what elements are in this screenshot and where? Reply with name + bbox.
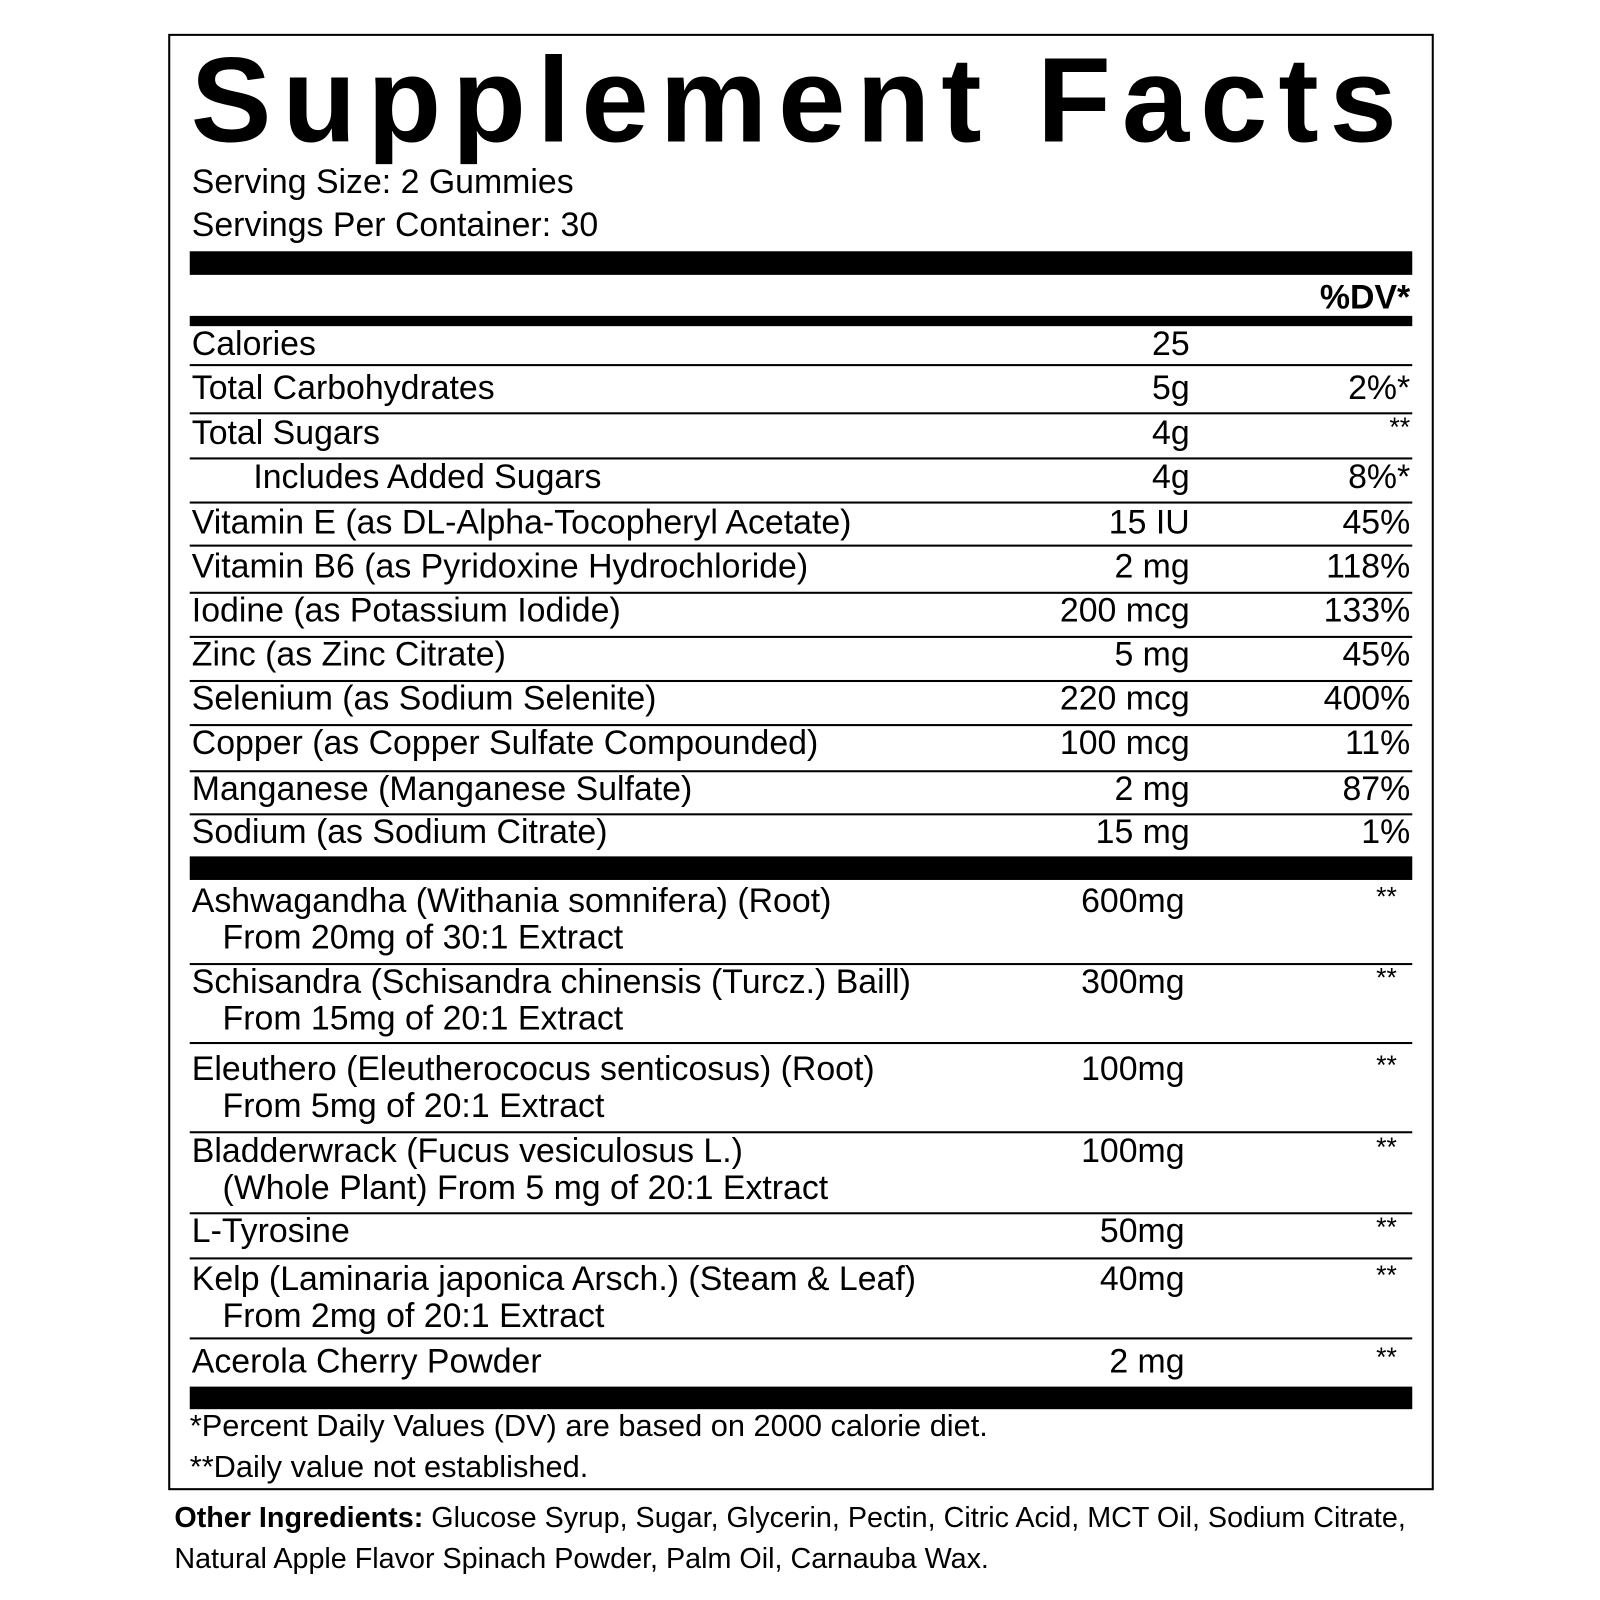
thick-bar: [189, 1386, 1413, 1410]
other-ingredients: Other Ingredients: Glucose Syrup, Sugar,…: [174, 1497, 1435, 1579]
nutrient-amount: 2 mg: [1114, 769, 1190, 808]
nutrient-dv: **: [1389, 411, 1411, 443]
row-rule: [189, 1212, 1413, 1215]
nutrient-amount: 4g: [1152, 413, 1190, 452]
botanical-amount: 2 mg: [1109, 1341, 1185, 1380]
row-rule: [189, 724, 1413, 727]
row-rule: [189, 412, 1413, 415]
row-rule: [189, 770, 1413, 773]
nutrient-dv: 8%*: [1348, 457, 1411, 496]
botanical-name: Ashwagandha (Withania somnifera) (Root): [191, 880, 832, 919]
row-rule: [189, 591, 1413, 594]
botanical-dv: **: [1376, 1049, 1397, 1080]
nutrient-dv: 1%: [1361, 812, 1411, 851]
nutrient-dv: 400%: [1323, 678, 1411, 717]
thick-bar: [189, 251, 1413, 275]
thick-bar: [189, 315, 1413, 327]
botanical-detail: From 2mg of 20:1 Extract: [222, 1296, 605, 1335]
nutrient-dv: 118%: [1326, 546, 1411, 585]
botanical-name: Acerola Cherry Powder: [191, 1341, 542, 1380]
nutrient-dv: 133%: [1323, 590, 1411, 629]
row-rule: [189, 679, 1413, 683]
nutrient-name: Manganese (Manganese Sulfate): [191, 769, 693, 808]
botanical-amount: 100mg: [1081, 1131, 1185, 1170]
botanical-name: L-Tyrosine: [191, 1211, 350, 1250]
footnote: *Percent Daily Values (DV) are based on …: [189, 1409, 988, 1444]
nutrient-amount: 5 mg: [1114, 634, 1190, 673]
nutrient-name: Zinc (as Zinc Citrate): [191, 634, 506, 673]
nutrient-name: Copper (as Copper Sulfate Compounded): [191, 723, 819, 761]
thick-bar: [189, 856, 1413, 880]
botanical-name: Bladderwrack (Fucus vesiculosus L.): [191, 1131, 743, 1170]
serving-size: Serving Size: 2 Gummies: [191, 162, 574, 200]
row-rule: [189, 635, 1413, 638]
nutrient-amount: 100 mcg: [1059, 723, 1190, 761]
other-ingredients-text: Glucose Syrup, Sugar, Glycerin, Pectin, …: [174, 1501, 1406, 1575]
row-rule: [189, 1131, 1413, 1134]
nutrient-amount: 2 mg: [1114, 546, 1190, 585]
row-rule: [189, 1257, 1413, 1260]
botanical-dv: **: [1376, 1341, 1397, 1373]
row-rule: [189, 813, 1413, 816]
botanical-detail: From 15mg of 20:1 Extract: [222, 998, 624, 1037]
row-rule: [189, 963, 1413, 966]
botanical-detail: From 20mg of 30:1 Extract: [222, 917, 624, 956]
botanical-amount: 50mg: [1099, 1211, 1185, 1250]
botanical-dv: **: [1376, 1211, 1397, 1243]
row-rule: [189, 501, 1413, 504]
title: Supplement Facts: [191, 41, 1397, 164]
nutrient-amount: 220 mcg: [1059, 678, 1190, 717]
nutrient-amount: 15 IU: [1108, 502, 1190, 541]
botanical-amount: 100mg: [1081, 1049, 1185, 1088]
nutrient-amount: 4g: [1152, 457, 1190, 496]
dv-header: %DV*: [1319, 277, 1411, 316]
nutrient-amount: 15 mg: [1095, 812, 1190, 851]
botanical-dv: **: [1376, 1259, 1397, 1291]
nutrient-name: Includes Added Sugars: [253, 457, 602, 496]
nutrient-name: Total Carbohydrates: [191, 368, 495, 407]
nutrient-dv: 11%: [1344, 723, 1411, 761]
nutrient-dv: 45%: [1342, 634, 1411, 673]
botanical-detail: (Whole Plant) From 5 mg of 20:1 Extract: [222, 1168, 829, 1207]
nutrient-name: Iodine (as Potassium Iodide): [191, 590, 621, 629]
row-rule: [189, 1042, 1413, 1045]
nutrient-amount: 25: [1152, 324, 1190, 363]
botanical-dv: **: [1376, 1131, 1397, 1163]
botanical-name: Kelp (Laminaria japonica Arsch.) (Steam …: [191, 1259, 917, 1298]
nutrient-dv: 45%: [1342, 502, 1411, 541]
botanical-amount: 40mg: [1099, 1259, 1185, 1298]
botanical-name: Schisandra (Schisandra chinensis (Turcz.…: [191, 962, 911, 1000]
row-rule: [189, 544, 1413, 547]
nutrient-dv: 87%: [1342, 769, 1411, 808]
row-rule: [189, 457, 1413, 460]
nutrient-name: Calories: [191, 324, 316, 363]
nutrient-name: Sodium (as Sodium Citrate): [191, 812, 608, 851]
nutrient-name: Vitamin B6 (as Pyridoxine Hydrochloride): [191, 546, 809, 585]
botanical-name: Eleuthero (Eleutherococus senticosus) (R…: [191, 1049, 875, 1088]
botanical-amount: 300mg: [1081, 962, 1185, 1000]
botanical-detail: From 5mg of 20:1 Extract: [222, 1086, 605, 1125]
nutrient-name: Selenium (as Sodium Selenite): [191, 678, 657, 717]
nutrient-amount: 200 mcg: [1059, 590, 1190, 629]
row-rule: [189, 1337, 1413, 1340]
other-ingredients-label: Other Ingredients:: [174, 1501, 424, 1534]
botanical-dv: **: [1376, 962, 1397, 993]
botanical-amount: 600mg: [1081, 880, 1185, 919]
botanical-dv: **: [1376, 880, 1397, 912]
nutrient-dv: 2%*: [1348, 368, 1411, 407]
nutrient-name: Total Sugars: [191, 413, 380, 452]
row-rule: [189, 364, 1413, 367]
footnote: **Daily value not established.: [189, 1450, 589, 1485]
title-svg: Supplement Facts: [191, 41, 1397, 164]
servings-per-container: Servings Per Container: 30: [191, 205, 599, 244]
label-box: [168, 33, 1434, 1491]
nutrient-name: Vitamin E (as DL-Alpha-Tocopheryl Acetat…: [191, 502, 852, 541]
nutrient-amount: 5g: [1152, 368, 1190, 407]
